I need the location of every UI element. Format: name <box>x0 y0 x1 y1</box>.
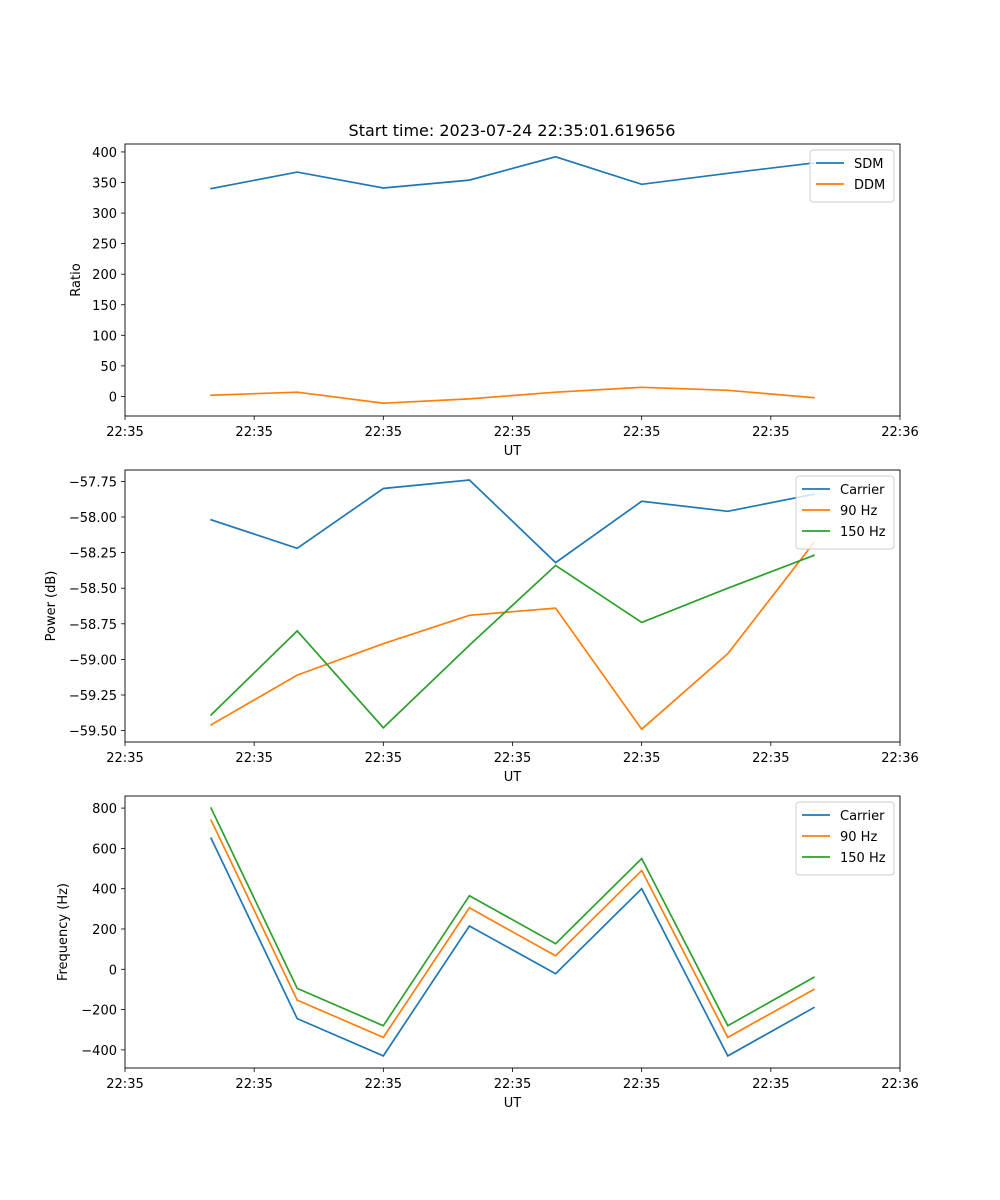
ratio-y-tick-label: 100 <box>92 329 117 344</box>
power-y-tick-label: −58.25 <box>69 547 117 562</box>
frequency-x-tick-label: 22:35 <box>106 1077 143 1092</box>
ratio-y-tick-label: 250 <box>92 238 117 253</box>
power-y-tick-label: −58.00 <box>69 511 117 526</box>
ratio-series-line-ddm <box>210 386 815 405</box>
ratio-y-tick-label: 300 <box>92 207 117 222</box>
power-y-tick-label: −57.75 <box>69 475 117 490</box>
frequency-y-axis-label: Frequency (Hz) <box>56 883 71 981</box>
ratio-series-line-sdm <box>210 155 815 190</box>
frequency-x-tick-label: 22:36 <box>881 1077 918 1092</box>
frequency-y-tick-label: 200 <box>92 923 117 938</box>
ratio-x-tick-label: 22:35 <box>235 425 272 440</box>
ratio-legend-label: DDM <box>854 178 885 193</box>
frequency-x-tick-label: 22:35 <box>623 1077 660 1092</box>
frequency-series-line-carrier <box>209 837 816 1058</box>
power-x-tick-label: 22:36 <box>881 751 918 766</box>
ratio-y-tick-label: 0 <box>109 390 117 405</box>
ratio-y-tick-label: 350 <box>92 177 117 192</box>
frequency-y-tick-label: −400 <box>81 1044 117 1059</box>
frequency-x-tick-label: 22:35 <box>235 1077 272 1092</box>
power-y-tick-label: −58.50 <box>69 582 117 597</box>
frequency-legend-label: 90 Hz <box>840 830 877 845</box>
ratio-y-axis-label: Ratio <box>69 263 84 296</box>
power-x-tick-label: 22:35 <box>106 751 143 766</box>
power-legend-label: 150 Hz <box>840 525 886 540</box>
ratio-y-tick-label: 150 <box>92 299 117 314</box>
frequency-series-line-150-hz <box>209 806 816 1027</box>
power-y-tick-label: −59.25 <box>69 689 117 704</box>
power-y-tick-label: −58.75 <box>69 618 117 633</box>
ratio-y-tick-label: 50 <box>100 360 117 375</box>
frequency-x-axis-label: UT <box>504 1096 522 1111</box>
power-x-tick-label: 22:35 <box>752 751 789 766</box>
ratio-x-tick-label: 22:35 <box>106 425 143 440</box>
power-x-tick-label: 22:35 <box>365 751 402 766</box>
frequency-y-tick-label: 800 <box>92 802 117 817</box>
ratio-x-tick-label: 22:35 <box>623 425 660 440</box>
ratio-x-tick-label: 22:35 <box>365 425 402 440</box>
frequency-legend-label: 150 Hz <box>840 851 886 866</box>
power-y-tick-label: −59.50 <box>69 725 117 740</box>
power-legend-label: 90 Hz <box>840 504 877 519</box>
power-y-tick-label: −59.00 <box>69 653 117 668</box>
ratio-axes-frame <box>124 143 901 417</box>
frequency-x-tick-label: 22:35 <box>752 1077 789 1092</box>
frequency-x-tick-label: 22:35 <box>494 1077 531 1092</box>
ratio-panel: 22:35 22:35 22:35 22:35 22:35 22:35 22:36 0 50 10… <box>69 143 919 459</box>
power-series-line-carrier <box>210 479 815 564</box>
power-x-tick-label: 22:35 <box>623 751 660 766</box>
ratio-x-tick-label: 22:35 <box>494 425 531 440</box>
ratio-y-tick-label: 200 <box>92 268 117 283</box>
power-x-tick-label: 22:35 <box>235 751 272 766</box>
power-x-axis-label: UT <box>504 770 522 785</box>
power-panel: 22:35 22:35 22:35 22:35 22:35 22:35 22:36 −57.7… <box>44 469 919 785</box>
ratio-x-tick-label: 22:35 <box>752 425 789 440</box>
frequency-y-tick-label: 400 <box>92 883 117 898</box>
frequency-panel: 22:35 22:35 22:35 22:35 22:35 22:35 22:36 −400 −… <box>56 795 919 1111</box>
power-legend-label: Carrier <box>840 483 885 498</box>
frequency-y-tick-label: 0 <box>109 963 117 978</box>
frequency-series-line-90-hz <box>209 819 816 1039</box>
power-y-axis-label: Power (dB) <box>44 571 59 642</box>
figure-title: Start time: 2023-07-24 22:35:01.619656 <box>349 121 676 140</box>
power-x-tick-label: 22:35 <box>494 751 531 766</box>
ratio-legend-label: SDM <box>854 157 883 172</box>
frequency-y-tick-label: 600 <box>92 842 117 857</box>
frequency-y-tick-label: −200 <box>81 1004 117 1019</box>
ratio-y-tick-label: 400 <box>92 146 117 161</box>
frequency-x-tick-label: 22:35 <box>365 1077 402 1092</box>
power-series-line-90-hz <box>209 541 816 731</box>
frequency-legend-label: Carrier <box>840 809 885 824</box>
ratio-x-axis-label: UT <box>504 444 522 459</box>
power-series-line-150-hz <box>209 554 815 730</box>
ratio-x-tick-label: 22:36 <box>881 425 918 440</box>
